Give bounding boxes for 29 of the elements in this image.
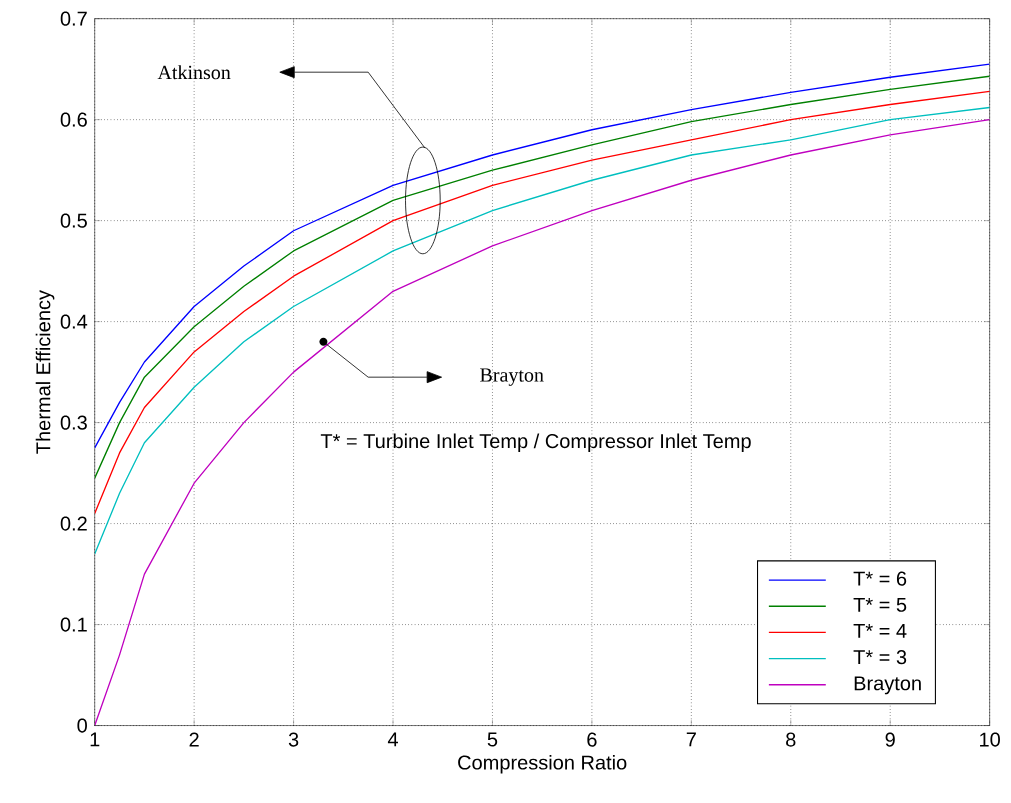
x-tick-label: 6 [587, 732, 597, 747]
y-tick-label: 0.4 [60, 314, 88, 329]
x-tick-label: 3 [288, 732, 299, 747]
x-tick-label: 2 [189, 732, 199, 747]
x-axis-title: Compression Ratio [458, 754, 627, 774]
legend-label: Brayton [854, 676, 921, 695]
annotation: Atkinson [157, 65, 231, 80]
y-tick-label: 0 [77, 718, 87, 733]
legend-label: T* = 5 [853, 597, 907, 612]
y-tick-label: 0.6 [60, 112, 87, 127]
y-axis-title: Thermal Efficiency [35, 290, 55, 454]
y-tick-label: 0.3 [60, 415, 87, 430]
y-tick-label: 0.2 [60, 516, 87, 531]
annotation: Brayton [480, 368, 544, 386]
x-tick-label: 4 [387, 732, 398, 747]
y-tick-label: 0.7 [60, 11, 87, 26]
x-tick-label: 10 [980, 732, 1000, 747]
legend-label: T* = 3 [853, 650, 907, 665]
annotation: T* = Turbine Inlet Temp / Compressor Inlet Temp [320, 433, 751, 453]
x-tick-label: 5 [487, 732, 498, 747]
y-tick-label: 0.5 [60, 213, 87, 228]
line-series [94, 119, 990, 726]
x-tick-label: 7 [686, 732, 696, 747]
x-tick-label: 9 [885, 732, 895, 747]
y-tick-label: 0.1 [60, 617, 87, 632]
legend-label: T* = 6 [853, 571, 907, 586]
legend-label: T* = 4 [853, 624, 907, 638]
x-tick-label: 1 [90, 732, 100, 747]
x-tick-label: 8 [786, 732, 796, 747]
